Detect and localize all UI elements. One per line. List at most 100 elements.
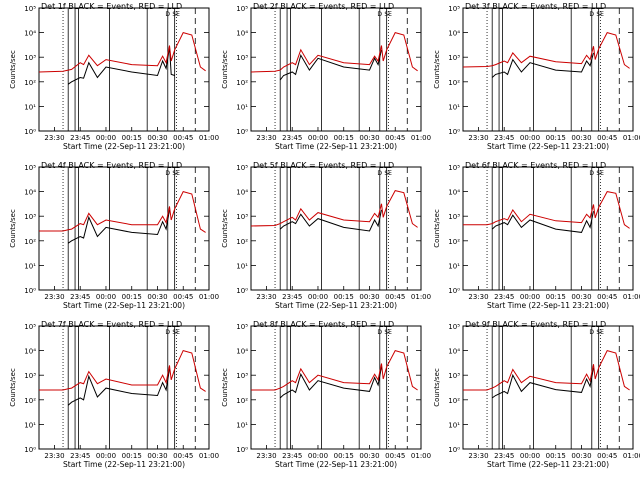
y-tick-label: 10² (236, 238, 248, 246)
x-axis-label: Start Time (22-Sep-11 23:21:00) (63, 301, 185, 310)
y-tick-label: 10² (448, 238, 460, 246)
plot-frame (38, 166, 210, 291)
series-line-events (491, 211, 594, 233)
x-tick-label: 00:00 (96, 293, 116, 301)
x-tick-label: 00:15 (546, 134, 566, 142)
series-line-lld (250, 190, 418, 228)
x-tick-label: 23:45 (494, 293, 514, 301)
x-tick-label: 00:15 (546, 452, 566, 460)
x-tick-label: 00:15 (334, 452, 354, 460)
panel-title: Det 8f BLACK = Events, RED = LLD (253, 320, 394, 329)
series-line-events (67, 368, 170, 406)
y-tick-label: 10⁴ (448, 348, 460, 356)
x-tick-label: 00:15 (122, 134, 142, 142)
plot-frame (462, 166, 634, 291)
x-tick-label: 23:30 (256, 134, 276, 142)
panel-title: Det 5f BLACK = Events, RED = LLD (253, 161, 394, 170)
x-axis-label: Start Time (22-Sep-11 23:21:00) (63, 460, 185, 469)
x-tick-label: 00:45 (173, 134, 193, 142)
x-tick-label: 23:30 (256, 452, 276, 460)
x-tick-label: 00:15 (122, 293, 142, 301)
y-tick-label: 10³ (24, 213, 36, 221)
marker-label-d: D (377, 170, 382, 177)
panel-det-5: D SE 10⁰ 10¹ 10² 10³ 10⁴ 10⁵ 23:30 23:45 00:00 00:1… (221, 161, 431, 310)
y-tick-label: 10⁰ (448, 128, 460, 136)
x-tick-label: 00:00 (96, 452, 116, 460)
series-line-lld (38, 32, 206, 73)
x-tick-label: 00:30 (571, 134, 591, 142)
y-axis-label: Counts/sec (221, 209, 229, 248)
y-tick-label: 10⁵ (448, 164, 460, 172)
x-tick-label: 00:00 (308, 134, 328, 142)
y-tick-label: 10⁰ (236, 128, 248, 136)
y-tick-label: 10¹ (24, 103, 36, 111)
y-tick-label: 10¹ (236, 421, 248, 429)
x-tick-label: 23:45 (70, 134, 90, 142)
series-line-lld (463, 191, 630, 229)
x-tick-label: 00:45 (385, 134, 405, 142)
series-line-events (491, 52, 594, 78)
x-tick-label: 00:30 (571, 452, 591, 460)
series-line-events (491, 367, 594, 399)
x-tick-label: 01:00 (623, 452, 640, 460)
x-tick-label: 00:30 (359, 452, 379, 460)
y-axis-label: Counts/sec (9, 209, 17, 248)
x-axis-label: Start Time (22-Sep-11 23:21:00) (487, 460, 609, 469)
y-tick-label: 10¹ (448, 421, 460, 429)
x-tick-label: 23:45 (494, 452, 514, 460)
y-tick-label: 10⁴ (448, 30, 460, 38)
x-tick-label: 00:45 (173, 452, 193, 460)
y-tick-label: 10⁵ (448, 323, 460, 331)
y-tick-label: 10² (448, 79, 460, 87)
x-tick-label: 00:45 (597, 452, 617, 460)
x-tick-label: 23:45 (282, 452, 302, 460)
x-tick-label: 23:45 (494, 134, 514, 142)
marker-label-d: D (377, 11, 382, 18)
y-tick-label: 10⁰ (448, 287, 460, 295)
series-line-lld (250, 32, 418, 73)
x-tick-label: 01:00 (411, 293, 431, 301)
marker-label-se: SE (384, 329, 392, 336)
y-axis-label: Counts/sec (9, 50, 17, 89)
y-tick-label: 10¹ (24, 421, 36, 429)
y-tick-label: 10³ (236, 372, 248, 380)
panel-title: Det 3f BLACK = Events, RED = LLD (465, 2, 606, 11)
y-axis-label: Counts/sec (433, 368, 441, 407)
y-tick-label: 10⁰ (24, 446, 36, 454)
y-tick-label: 10⁰ (24, 287, 36, 295)
x-axis-label: Start Time (22-Sep-11 23:21:00) (275, 142, 397, 151)
x-tick-label: 00:30 (571, 293, 591, 301)
series-line-events (279, 209, 382, 232)
y-axis-label: Counts/sec (433, 50, 441, 89)
y-axis-label: Counts/sec (9, 368, 17, 407)
y-tick-label: 10² (236, 397, 248, 405)
y-tick-label: 10⁴ (24, 189, 36, 197)
series-line-lld (39, 350, 206, 392)
y-axis-label: Counts/sec (221, 50, 229, 89)
y-tick-label: 10³ (236, 213, 248, 221)
x-tick-label: 00:30 (147, 293, 167, 301)
panel-det-8: D SE 10⁰ 10¹ 10² 10³ 10⁴ 10⁵ 23:30 23:45 00:00 00:1… (221, 320, 431, 469)
panel-title: Det 4f BLACK = Events, RED = LLD (41, 161, 182, 170)
panel-title: Det 1f BLACK = Events, RED = LLD (41, 2, 182, 11)
marker-label-d: D (165, 11, 170, 18)
x-tick-label: 00:15 (546, 293, 566, 301)
x-tick-label: 23:45 (282, 293, 302, 301)
x-axis-label: Start Time (22-Sep-11 23:21:00) (275, 301, 397, 310)
x-tick-label: 00:00 (308, 293, 328, 301)
series-line-lld (462, 32, 630, 69)
y-tick-label: 10⁵ (236, 164, 248, 172)
marker-label-d: D (377, 329, 382, 336)
marker-label-se: SE (384, 170, 392, 177)
x-tick-label: 23:30 (44, 452, 64, 460)
marker-label-se: SE (172, 329, 180, 336)
y-tick-label: 10² (448, 397, 460, 405)
y-tick-label: 10⁴ (236, 189, 248, 197)
x-tick-label: 23:30 (468, 134, 488, 142)
y-tick-label: 10³ (448, 372, 460, 380)
x-tick-label: 01:00 (199, 452, 219, 460)
y-tick-label: 10² (24, 397, 36, 405)
x-tick-label: 00:00 (520, 452, 540, 460)
y-tick-label: 10⁵ (448, 5, 460, 13)
